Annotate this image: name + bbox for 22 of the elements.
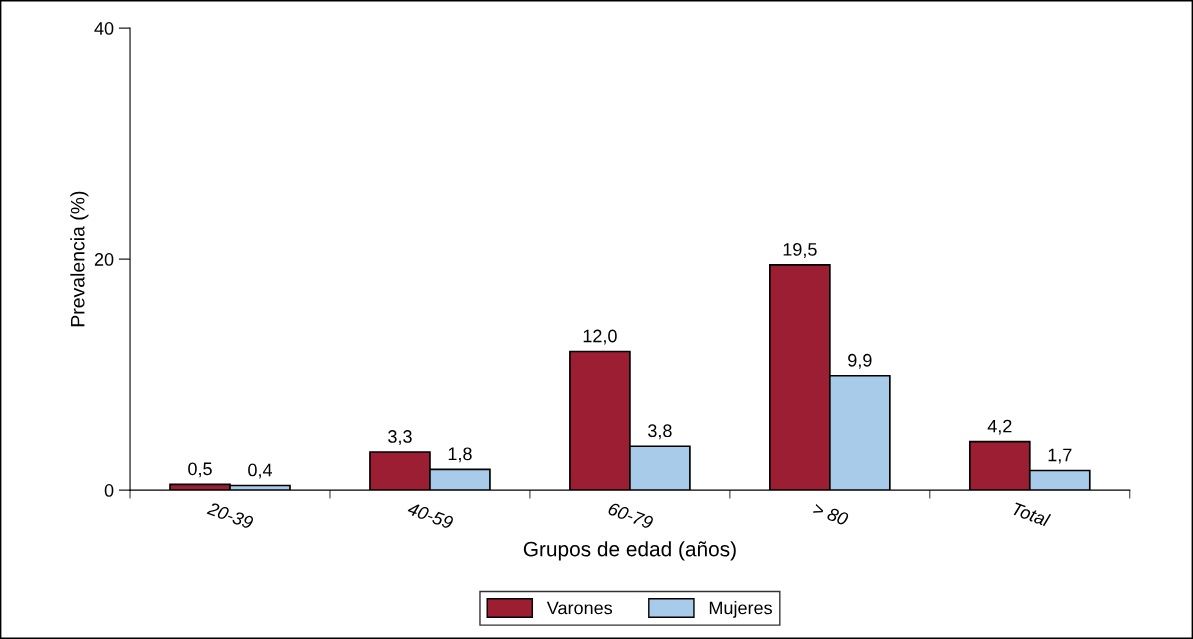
data-label: 12,0	[583, 329, 617, 345]
data-label: 3,3	[388, 430, 412, 446]
x-tick-label: 20-39	[206, 501, 255, 530]
x-axis-title: Grupos de edad (años)	[523, 541, 736, 561]
data-label: 19,5	[783, 242, 817, 258]
data-label: 3,8	[648, 424, 672, 440]
x-tick-label: 40-59	[406, 501, 455, 530]
data-label: 1,8	[448, 447, 472, 463]
x-tick-label: > 80	[812, 502, 850, 526]
y-tick-label: 0	[104, 484, 114, 497]
data-label: 0,4	[248, 463, 273, 479]
data-label: 4,2	[987, 419, 1012, 435]
data-label: 9,9	[848, 353, 872, 369]
x-tick-label: Total	[1011, 501, 1052, 527]
data-label: 1,7	[1048, 448, 1072, 464]
legend-label: Mujeres	[709, 601, 772, 618]
y-tick-label: 20	[94, 253, 114, 266]
y-axis-title: Prevalencia (%)	[70, 191, 89, 327]
x-tick-label: 60-79	[607, 502, 654, 530]
data-label: 0,5	[188, 462, 212, 478]
y-tick-label: 40	[94, 22, 114, 35]
legend-label: Varones	[546, 601, 613, 615]
